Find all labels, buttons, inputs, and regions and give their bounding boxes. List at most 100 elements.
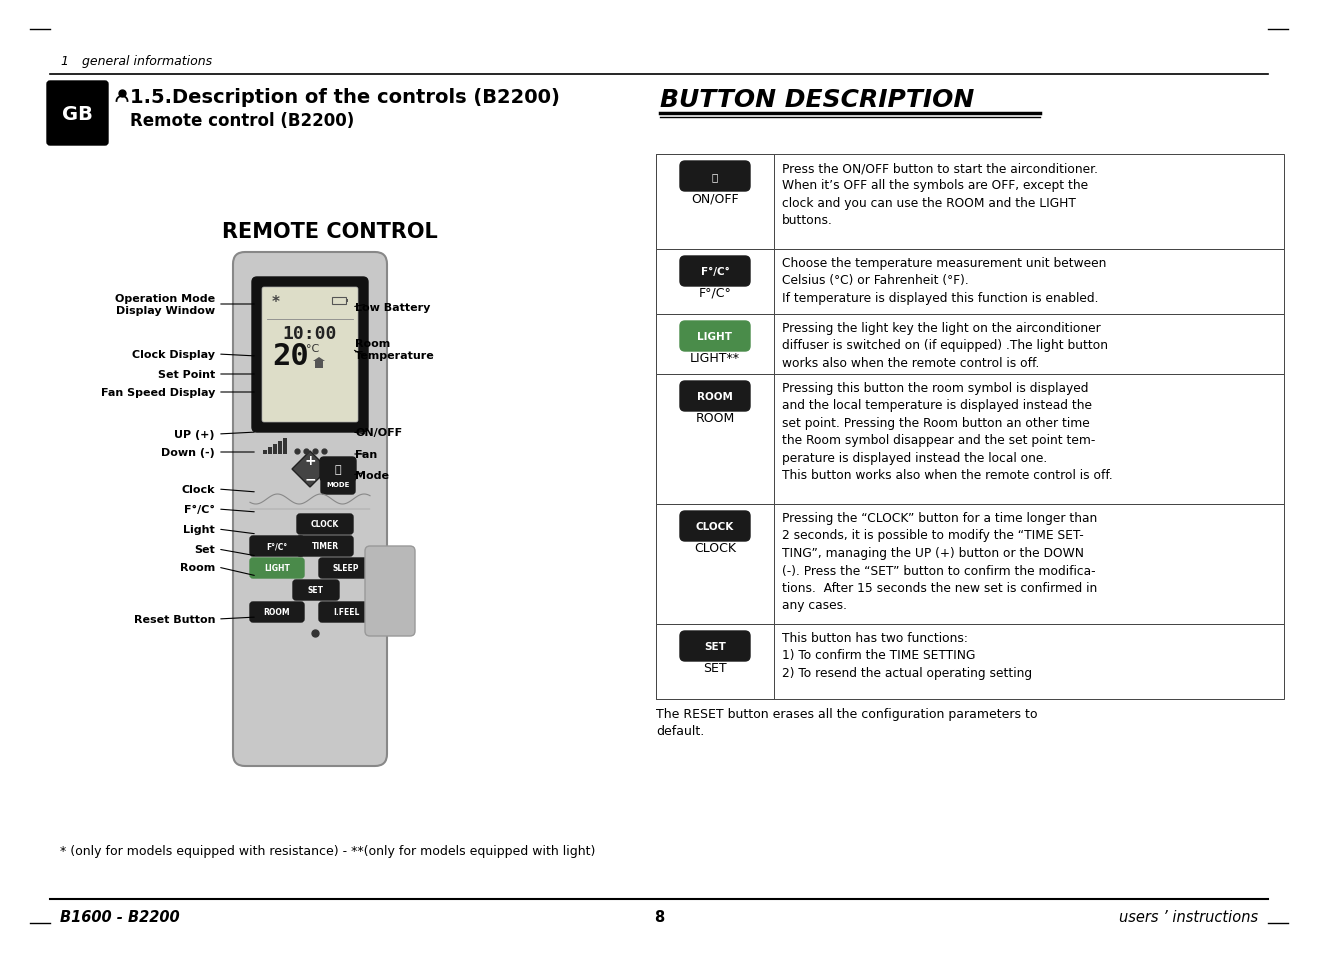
Bar: [268, 448, 272, 455]
Bar: [656, 154, 774, 250]
Text: Low Battery: Low Battery: [355, 303, 431, 313]
Text: UP (+): UP (+): [174, 430, 215, 439]
Bar: [656, 504, 774, 624]
Text: LIGHT**: LIGHT**: [691, 352, 739, 365]
FancyBboxPatch shape: [293, 580, 339, 600]
FancyBboxPatch shape: [262, 288, 358, 422]
Text: REMOTE CONTROL: REMOTE CONTROL: [223, 222, 438, 242]
Text: The RESET button erases all the configuration parameters to
default.: The RESET button erases all the configur…: [656, 707, 1037, 738]
Bar: [332, 297, 347, 305]
Text: Room
Temperature: Room Temperature: [355, 339, 435, 360]
FancyBboxPatch shape: [297, 515, 353, 535]
FancyBboxPatch shape: [47, 82, 108, 146]
Text: 10:00: 10:00: [283, 325, 337, 343]
Text: Choose the temperature measurement unit between
Celsius (°C) or Fahrenheit (°F).: Choose the temperature measurement unit …: [782, 256, 1106, 305]
Text: ⏻: ⏻: [712, 172, 718, 182]
FancyBboxPatch shape: [319, 602, 373, 622]
FancyBboxPatch shape: [320, 457, 356, 481]
Text: F°/C°: F°/C°: [701, 267, 729, 276]
Text: Press the ON/OFF button to start the airconditioner.
When it’s OFF all the symbo: Press the ON/OFF button to start the air…: [782, 162, 1098, 227]
FancyBboxPatch shape: [680, 162, 750, 192]
Text: general informations: general informations: [82, 55, 212, 68]
FancyBboxPatch shape: [680, 322, 750, 352]
Bar: [656, 375, 1284, 504]
FancyBboxPatch shape: [250, 558, 304, 578]
FancyBboxPatch shape: [250, 537, 304, 557]
Text: ⏻: ⏻: [335, 464, 341, 475]
Text: This button has two functions:
1) To confirm the TIME SETTING
2) To resend the a: This button has two functions: 1) To con…: [782, 631, 1032, 679]
Text: *: *: [272, 294, 279, 310]
FancyBboxPatch shape: [680, 381, 750, 412]
Text: * (only for models equipped with resistance) - **(only for models equipped with : * (only for models equipped with resista…: [61, 844, 596, 857]
Text: ROOM: ROOM: [696, 412, 734, 424]
Text: Reset Button: Reset Button: [133, 615, 215, 624]
Text: ROOM: ROOM: [264, 608, 290, 617]
Bar: [347, 299, 348, 303]
Text: BUTTON DESCRIPTION: BUTTON DESCRIPTION: [660, 88, 974, 112]
Text: 20: 20: [272, 341, 308, 371]
Text: Set Point: Set Point: [158, 370, 215, 379]
Text: SLEEP: SLEEP: [332, 564, 360, 573]
Text: Fan: Fan: [355, 450, 377, 459]
Text: Pressing this button the room symbol is displayed
and the local temperature is d: Pressing this button the room symbol is …: [782, 381, 1112, 482]
Text: Light: Light: [183, 524, 215, 535]
Bar: [656, 314, 774, 375]
Text: SET: SET: [308, 586, 324, 595]
Text: −: −: [304, 472, 316, 485]
Bar: [273, 444, 277, 455]
Text: Pressing the light key the light on the airconditioner
diffuser is switched on (: Pressing the light key the light on the …: [782, 322, 1108, 370]
Text: Room: Room: [179, 562, 215, 573]
FancyBboxPatch shape: [680, 256, 750, 287]
FancyBboxPatch shape: [233, 253, 387, 766]
Bar: [656, 375, 774, 504]
Text: +: +: [304, 454, 316, 468]
Text: Down (-): Down (-): [161, 448, 215, 457]
Text: F°/C°: F°/C°: [266, 542, 287, 551]
Text: Operation Mode
Display Window: Operation Mode Display Window: [115, 294, 215, 315]
Text: users ’ instructions: users ’ instructions: [1119, 909, 1257, 924]
Text: MODE: MODE: [327, 481, 349, 488]
Text: F°/C°: F°/C°: [185, 504, 215, 515]
FancyBboxPatch shape: [297, 537, 353, 557]
Text: ON/OFF: ON/OFF: [355, 428, 402, 437]
Text: ROOM: ROOM: [697, 392, 733, 401]
Text: LIGHT: LIGHT: [697, 332, 733, 341]
Text: ON/OFF: ON/OFF: [691, 192, 739, 205]
Text: Mode: Mode: [355, 471, 389, 480]
Text: CLOCK: CLOCK: [695, 541, 735, 555]
Bar: [656, 314, 1284, 375]
Bar: [315, 361, 323, 369]
Text: 1.5.Description of the controls (B2200): 1.5.Description of the controls (B2200): [130, 88, 560, 107]
Bar: [283, 438, 287, 455]
FancyBboxPatch shape: [252, 277, 368, 433]
Text: SET: SET: [704, 641, 726, 651]
Polygon shape: [293, 452, 328, 488]
Text: 1: 1: [61, 55, 69, 68]
Text: TIMER: TIMER: [311, 542, 339, 551]
Text: CLOCK: CLOCK: [696, 521, 734, 532]
Bar: [656, 624, 1284, 700]
FancyBboxPatch shape: [680, 512, 750, 541]
FancyBboxPatch shape: [680, 631, 750, 661]
Text: LIGHT: LIGHT: [264, 564, 290, 573]
Text: Remote control (B2200): Remote control (B2200): [130, 112, 355, 130]
Bar: [656, 154, 1284, 250]
FancyBboxPatch shape: [250, 602, 304, 622]
Bar: [656, 504, 1284, 624]
FancyBboxPatch shape: [319, 558, 373, 578]
Text: Clock: Clock: [182, 484, 215, 495]
Bar: [278, 441, 282, 455]
FancyBboxPatch shape: [322, 475, 355, 495]
Bar: [656, 250, 1284, 314]
Text: Set: Set: [194, 544, 215, 555]
Text: GB: GB: [62, 105, 92, 123]
Polygon shape: [312, 357, 326, 361]
Text: I.FEEL: I.FEEL: [333, 608, 360, 617]
Text: B1600 - B2200: B1600 - B2200: [61, 909, 179, 924]
Bar: [264, 451, 268, 455]
Text: Pressing the “CLOCK” button for a time longer than
2 seconds, it is possible to : Pressing the “CLOCK” button for a time l…: [782, 512, 1098, 612]
Text: Fan Speed Display: Fan Speed Display: [100, 388, 215, 397]
Text: 8: 8: [654, 909, 664, 924]
Text: CLOCK: CLOCK: [311, 520, 339, 529]
Text: Clock Display: Clock Display: [132, 350, 215, 359]
